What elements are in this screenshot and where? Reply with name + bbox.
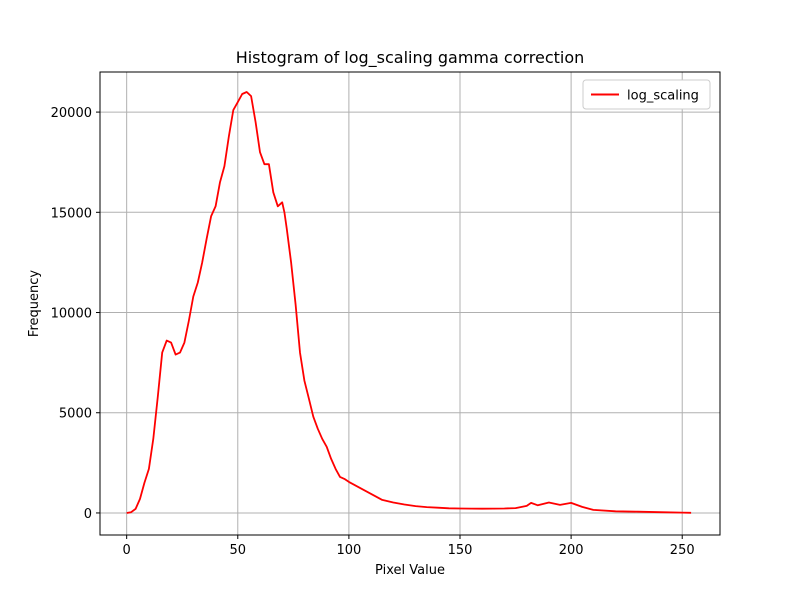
x-tick-label: 0: [123, 543, 131, 558]
x-axis-label: Pixel Value: [375, 563, 445, 578]
legend-box: [582, 79, 711, 110]
y-axis-label: Frequency: [27, 270, 42, 337]
y-tick-label: 20000: [51, 106, 92, 121]
x-tick-label: 100: [336, 543, 361, 558]
y-tick-label: 5000: [59, 407, 92, 422]
grid: [100, 72, 720, 535]
y-tick-label: 0: [84, 507, 92, 522]
x-tick-label: 50: [230, 543, 247, 558]
plot-lines: [126, 91, 692, 514]
x-tick-label: 200: [559, 543, 584, 558]
legend: log_scaling: [582, 79, 711, 110]
series-line-log_scaling: [126, 91, 692, 514]
y-ticks: 0 5000 10000 15000 20000: [51, 106, 100, 522]
y-tick-label: 10000: [51, 307, 92, 322]
axes-frame: [99, 71, 721, 536]
x-tick-label: 250: [670, 543, 695, 558]
legend-label: log_scaling: [627, 89, 699, 104]
y-tick-label: 15000: [51, 206, 92, 221]
x-ticks: 0 50 100 150 200 250: [123, 535, 695, 558]
x-tick-label: 150: [448, 543, 473, 558]
chart-title: Histogram of log_scaling gamma correctio…: [236, 48, 585, 68]
